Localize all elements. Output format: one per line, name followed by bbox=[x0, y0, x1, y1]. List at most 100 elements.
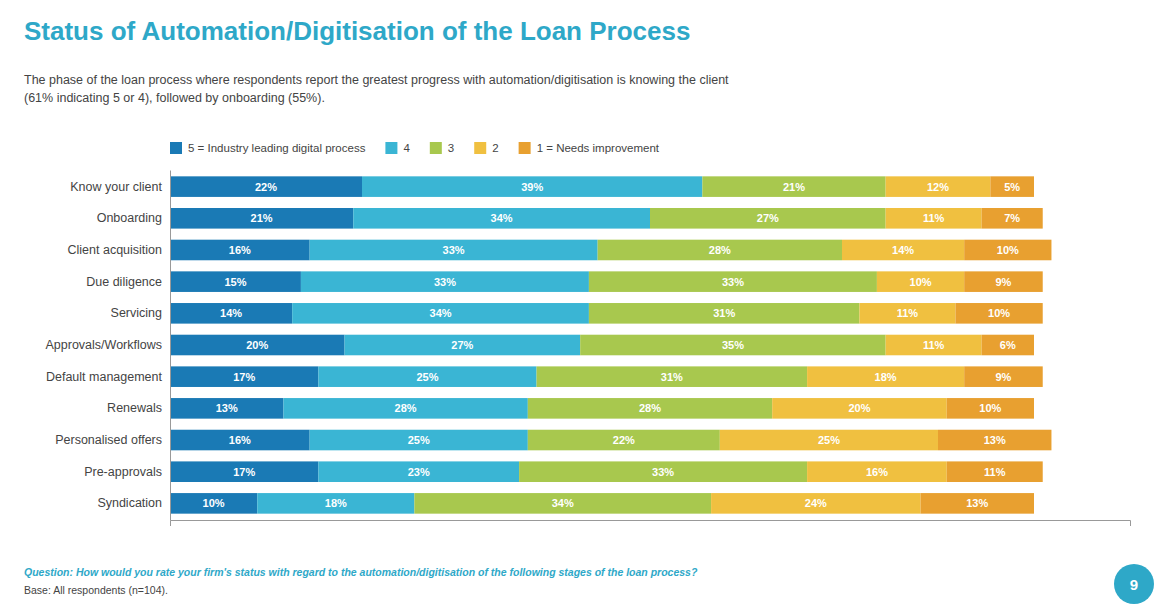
bar bbox=[982, 335, 1034, 356]
bar bbox=[170, 335, 345, 356]
data-label: 28% bbox=[709, 244, 731, 256]
bar bbox=[772, 398, 947, 419]
y-tick: Servicing bbox=[111, 306, 170, 320]
bar bbox=[310, 430, 528, 451]
bar bbox=[598, 240, 842, 261]
bar bbox=[170, 240, 310, 261]
bar bbox=[170, 271, 301, 292]
y-tick: Onboarding bbox=[97, 211, 170, 225]
bar bbox=[353, 208, 650, 229]
data-label: 13% bbox=[966, 497, 988, 509]
bar bbox=[414, 493, 711, 514]
data-label: 10% bbox=[997, 244, 1019, 256]
legend: 5 = Industry leading digital process4321… bbox=[170, 142, 660, 154]
legend-item: 2 bbox=[474, 142, 498, 154]
data-label: 17% bbox=[233, 371, 255, 383]
data-label: 34% bbox=[552, 497, 574, 509]
footer-question: Question: How would you rate your firm's… bbox=[24, 566, 698, 578]
bar bbox=[362, 176, 702, 197]
bar bbox=[964, 240, 1051, 261]
bar bbox=[711, 493, 920, 514]
bar bbox=[528, 398, 772, 419]
data-label: 12% bbox=[927, 181, 949, 193]
bar bbox=[702, 176, 885, 197]
legend-label: 5 = Industry leading digital process bbox=[188, 142, 366, 154]
bar bbox=[921, 493, 1034, 514]
y-tick: Personalised offers bbox=[55, 433, 170, 447]
data-label: 7% bbox=[1004, 212, 1020, 224]
data-label: 33% bbox=[443, 244, 465, 256]
data-label: 33% bbox=[722, 276, 744, 288]
data-label: 35% bbox=[722, 339, 744, 351]
bar bbox=[170, 303, 292, 324]
data-label: 14% bbox=[220, 307, 242, 319]
bar bbox=[345, 335, 581, 356]
data-label: 17% bbox=[233, 466, 255, 478]
bar bbox=[842, 240, 964, 261]
data-label: 23% bbox=[408, 466, 430, 478]
bar bbox=[859, 303, 955, 324]
data-label: 18% bbox=[325, 497, 347, 509]
data-label: 20% bbox=[246, 339, 268, 351]
bar bbox=[318, 461, 519, 482]
data-label: 11% bbox=[984, 466, 1006, 478]
bars bbox=[170, 176, 1051, 513]
data-label: 10% bbox=[988, 307, 1010, 319]
data-label: 27% bbox=[451, 339, 473, 351]
legend-item: 3 bbox=[430, 142, 454, 154]
y-axis: Know your clientOnboardingClient acquisi… bbox=[46, 171, 171, 521]
bar bbox=[807, 461, 947, 482]
data-label: 28% bbox=[395, 402, 417, 414]
bar bbox=[990, 176, 1034, 197]
bar bbox=[947, 398, 1034, 419]
bar bbox=[292, 303, 589, 324]
data-label: 16% bbox=[229, 244, 251, 256]
data-label: 21% bbox=[251, 212, 273, 224]
data-label: 22% bbox=[613, 434, 635, 446]
y-tick-label: Approvals/Workflows bbox=[46, 338, 162, 352]
bar bbox=[170, 493, 257, 514]
subtitle-line: The phase of the loan process where resp… bbox=[24, 73, 729, 87]
plot: 22%21%16%15%14%20%17%13%16%17%10%39%34%3… bbox=[46, 171, 1131, 527]
chart-svg: Status of Automation/Digitisation of the… bbox=[0, 0, 1174, 616]
subtitle: The phase of the loan process where resp… bbox=[24, 73, 729, 105]
legend-swatch bbox=[170, 142, 182, 154]
bar bbox=[170, 366, 318, 387]
bar bbox=[886, 208, 982, 229]
x-axis-line bbox=[171, 521, 1131, 527]
data-label: 10% bbox=[979, 402, 1001, 414]
bar bbox=[964, 271, 1043, 292]
bar bbox=[318, 366, 536, 387]
bar bbox=[720, 430, 938, 451]
series-labels: 21%27%28%33%31%35%31%28%22%33%34% bbox=[552, 181, 806, 510]
bar bbox=[537, 366, 808, 387]
bar bbox=[589, 303, 860, 324]
data-label: 24% bbox=[805, 497, 827, 509]
legend-item: 5 = Industry leading digital process bbox=[170, 142, 366, 154]
data-label: 28% bbox=[639, 402, 661, 414]
bar bbox=[589, 271, 877, 292]
data-label: 10% bbox=[910, 276, 932, 288]
bar bbox=[519, 461, 807, 482]
y-tick: Pre-approvals bbox=[84, 465, 170, 479]
bar bbox=[257, 493, 414, 514]
legend-label: 4 bbox=[403, 142, 410, 154]
bar bbox=[886, 335, 982, 356]
page-number: 9 bbox=[1114, 564, 1154, 604]
data-label: 39% bbox=[521, 181, 543, 193]
y-tick-label: Servicing bbox=[111, 306, 162, 320]
bar bbox=[955, 303, 1042, 324]
bar bbox=[938, 430, 1051, 451]
y-tick: Approvals/Workflows bbox=[46, 338, 170, 352]
data-label: 27% bbox=[757, 212, 779, 224]
bar bbox=[170, 398, 283, 419]
title: Status of Automation/Digitisation of the… bbox=[24, 16, 690, 46]
y-tick: Client acquisition bbox=[68, 243, 171, 257]
bar bbox=[886, 176, 991, 197]
bar bbox=[807, 366, 964, 387]
y-tick: Syndication bbox=[97, 496, 170, 510]
y-tick-label: Pre-approvals bbox=[84, 465, 162, 479]
page-number-circle bbox=[1114, 564, 1154, 604]
data-label: 10% bbox=[203, 497, 225, 509]
data-label: 25% bbox=[416, 371, 438, 383]
